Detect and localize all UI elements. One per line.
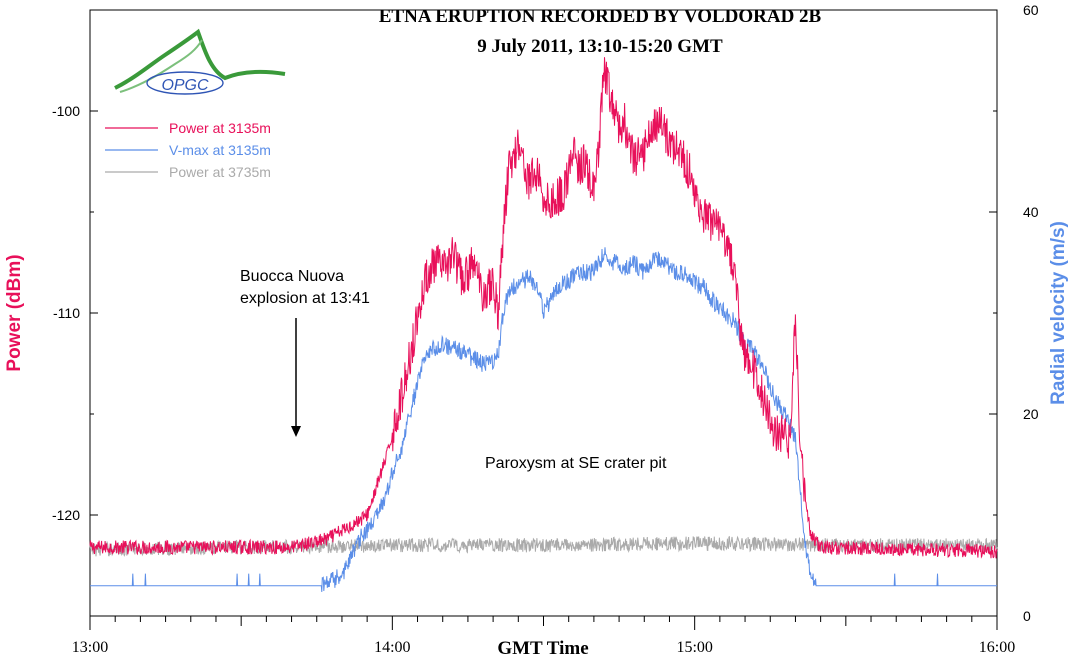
legend-label-power-3135: Power at 3135m (169, 120, 271, 136)
right-tick-label: 0 (1023, 608, 1031, 624)
bottom-tick-label: 14:00 (374, 639, 410, 656)
legend: Power at 3135m V-max at 3135m Power at 3… (105, 120, 271, 180)
left-tick-label: -100 (52, 103, 80, 119)
chart-title: ETNA ERUPTION RECORDED BY VOLDORAD 2B (379, 6, 822, 27)
annotation-explosion-line2: explosion at 13:41 (240, 290, 370, 307)
left-axis-ticks: -120 -110 -100 (52, 9, 98, 617)
x-axis-label: GMT Time (497, 638, 588, 659)
right-axis-ticks: 0 20 40 60 (989, 2, 1039, 624)
left-tick-label: -120 (52, 507, 80, 523)
series-line-0 (89, 57, 998, 559)
legend-label-power-3735: Power at 3735m (169, 164, 271, 180)
series-layer (89, 57, 998, 592)
right-tick-label: 40 (1023, 204, 1039, 220)
bottom-tick-label: 16:00 (979, 639, 1015, 656)
annotation-paroxysm: Paroxysm at SE crater pit (485, 455, 667, 472)
annotation-arrow-head (291, 426, 301, 437)
right-tick-label: 20 (1023, 406, 1039, 422)
right-tick-label: 60 (1023, 2, 1039, 18)
bottom-tick-label: 13:00 (72, 639, 108, 656)
logo-text: OPGC (161, 77, 209, 94)
y-axis-right-label: Radial velocity (m/s) (1048, 221, 1069, 405)
bottom-tick-label: 15:00 (676, 639, 712, 656)
explosion-annotation: Buocca Nuova explosion at 13:41 (240, 268, 370, 437)
bottom-axis-ticks: 13:00 14:00 15:00 16:00 (72, 616, 1015, 656)
series-line-1 (90, 247, 997, 592)
chart-subtitle: 9 July 2011, 13:10-15:20 GMT (477, 36, 723, 57)
y-axis-left-label: Power (dBm) (4, 254, 25, 371)
left-tick-label: -110 (53, 305, 80, 321)
annotation-explosion-line1: Buocca Nuova (240, 268, 344, 285)
legend-label-vmax-3135: V-max at 3135m (169, 142, 271, 158)
opgc-logo: OPGC (114, 28, 286, 95)
